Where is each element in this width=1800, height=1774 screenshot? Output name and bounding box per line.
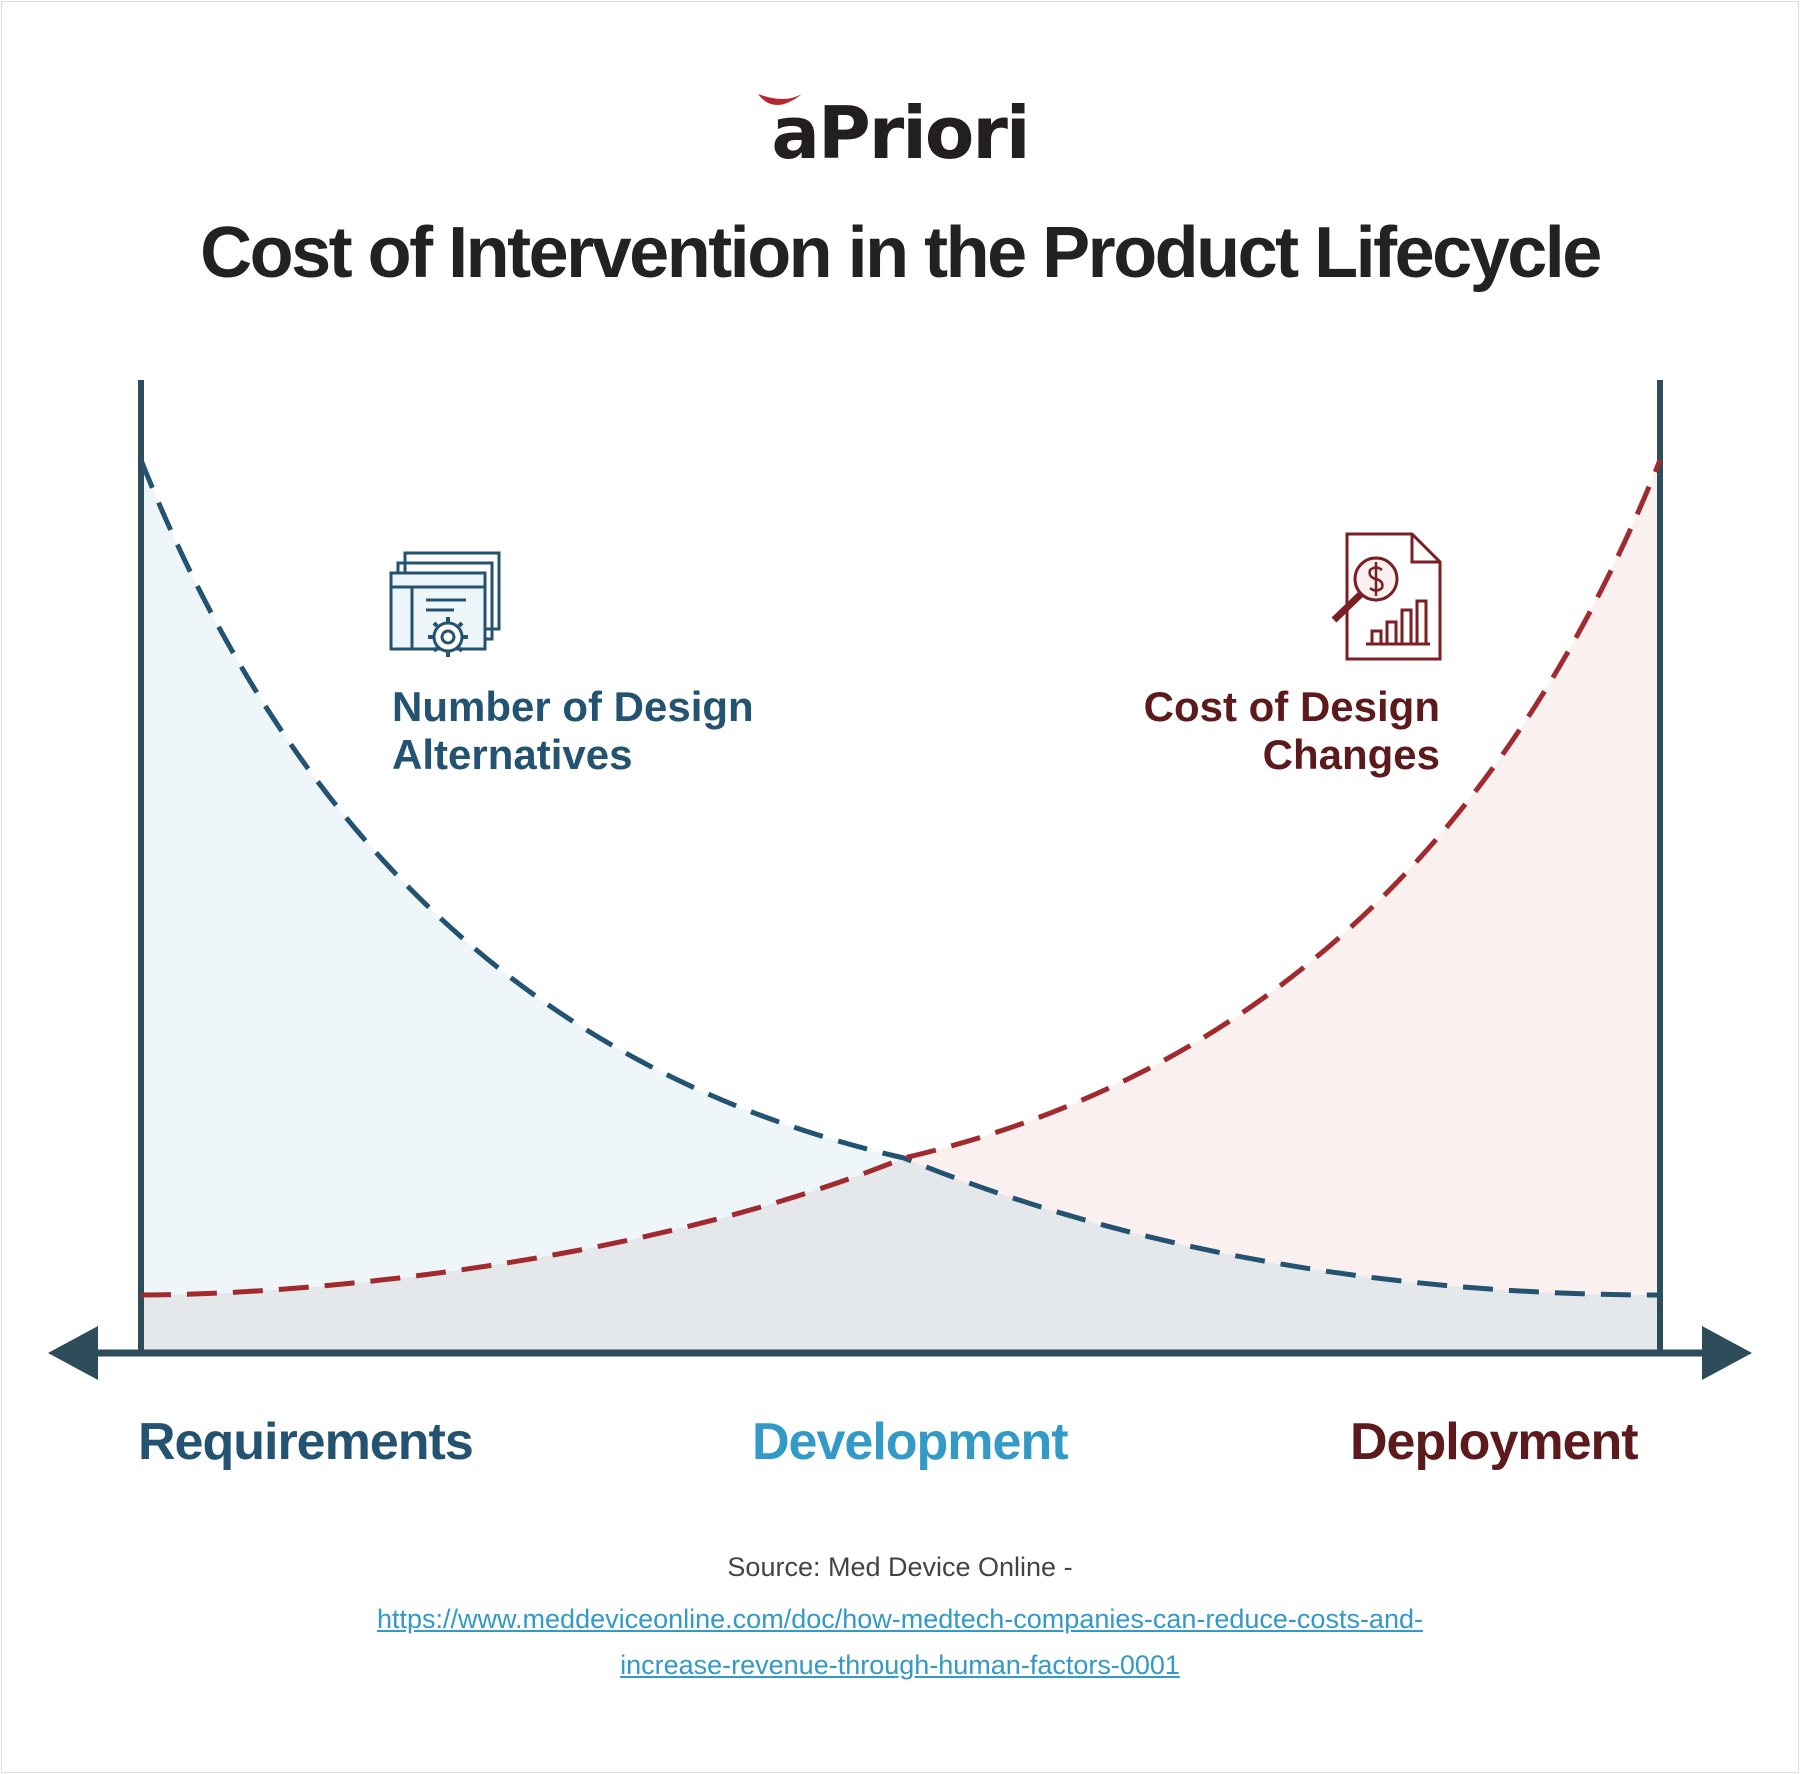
logo-swoosh-icon [758, 94, 802, 105]
overlap-area [141, 1158, 1660, 1351]
design-change-cost-label-line2: Changes [1262, 731, 1440, 778]
design-alternatives-label-line2: Alternatives [392, 731, 633, 778]
design-change-cost-label: Cost of Design Changes [1040, 683, 1440, 779]
stage-deployment: Deployment [1350, 1413, 1639, 1471]
design-change-cost-label-line1: Cost of Design [1143, 683, 1440, 730]
design-alternatives-label: Number of Design Alternatives [392, 683, 812, 779]
source-link-line1[interactable]: https://www.meddeviceonline.com/doc/how-… [377, 1604, 1423, 1634]
design-alternatives-label-line1: Number of Design [392, 683, 754, 730]
logo-wordmark: aPriori [771, 91, 1030, 175]
stage-requirements: Requirements [138, 1413, 474, 1471]
timeline-right-arrow-icon [1702, 1326, 1752, 1380]
design-alternatives-curve [138, 459, 1661, 1298]
apriori-logo: aPriori [748, 92, 1052, 174]
design-change-cost-area [904, 460, 1660, 1295]
design-change-cost-curve [140, 459, 1663, 1298]
page-title: Cost of Intervention in the Product Life… [200, 213, 1602, 293]
window-gear-icon [389, 551, 501, 657]
source-credit: Source: Med Device Online - [727, 1552, 1073, 1582]
design-alternatives-area [141, 460, 904, 1295]
stage-development: Development [752, 1413, 1069, 1471]
cost-report-icon [1331, 532, 1442, 661]
timeline-left-arrow-icon [48, 1326, 98, 1380]
source-link-line2[interactable]: increase-revenue-through-human-factors-0… [620, 1650, 1180, 1680]
